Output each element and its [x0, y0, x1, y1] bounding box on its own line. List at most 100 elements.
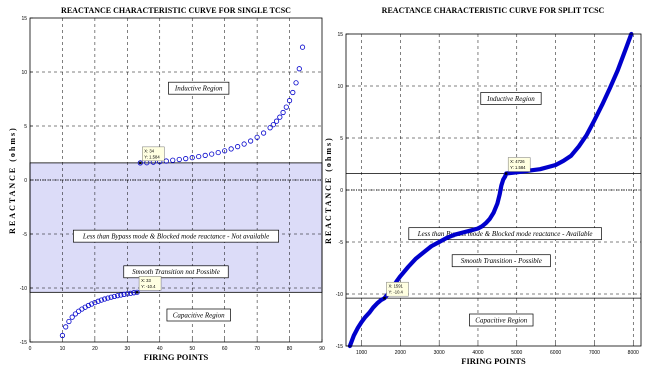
y-tick-label: 5: [340, 136, 343, 142]
y-tick-label: 15: [337, 32, 343, 38]
data-point: [111, 293, 117, 300]
region-label-box: [469, 313, 534, 327]
data-point: [95, 298, 101, 304]
region-label: Inductive Region: [486, 95, 535, 103]
y-axis-label: REACTANCE (ohms): [324, 136, 333, 244]
x-tick-label: 90: [319, 346, 325, 352]
chart-title: REACTANCE CHARACTERISTIC CURVE FOR SPLIT…: [382, 6, 605, 15]
x-tick-label: 1000: [356, 350, 367, 356]
region-label-box: [166, 308, 231, 322]
series-line: [347, 31, 634, 349]
data-point: [248, 138, 254, 144]
x-axis-label: FIRING POINTS: [461, 356, 526, 366]
data-point: [215, 149, 221, 156]
data-point: [69, 314, 75, 320]
data-point: [196, 153, 202, 160]
data-point: [98, 297, 104, 303]
region-label-box: [123, 265, 229, 279]
data-point: [280, 109, 286, 116]
data-point: [286, 98, 293, 104]
x-tick-label: 40: [157, 346, 163, 352]
region-label: Smooth Transition - Possible: [461, 257, 542, 265]
x-tick-label: 7000: [589, 350, 600, 356]
data-point: [134, 289, 140, 295]
data-point: [183, 156, 189, 162]
data-point: [202, 152, 208, 158]
datatip-y: Y: -10.4: [388, 290, 403, 295]
y-tick-label: -10: [20, 286, 27, 292]
region-label: Inductive Region: [174, 85, 223, 93]
y-tick-label: 15: [21, 16, 27, 22]
data-point: [290, 89, 296, 96]
data-point: [124, 291, 130, 297]
data-point: [222, 148, 228, 154]
x-tick-label: 30: [125, 346, 131, 352]
chart-title: REACTANCE CHARACTERISTIC CURVE FOR SINGL…: [61, 6, 291, 15]
x-tick-label: 8000: [628, 350, 639, 356]
y-tick-label: 0: [24, 178, 27, 184]
y-tick-label: 10: [337, 84, 343, 90]
x-tick-label: 10: [60, 346, 66, 352]
datatip-marker: [135, 291, 139, 294]
datatip-box: [507, 157, 531, 172]
x-tick-label: 5000: [511, 350, 522, 356]
x-tick-label: 60: [222, 346, 228, 352]
region-label: Less than Bypass mode & Blocked mode rea…: [82, 233, 269, 241]
region-label-box: [72, 229, 280, 243]
data-point: [293, 80, 299, 86]
y-tick-label: -15: [20, 340, 27, 346]
y-tick-label: -5: [23, 232, 28, 238]
region-label: Capacitive Region: [173, 311, 225, 319]
y-tick-label: -5: [339, 240, 344, 246]
x-tick-label: 6000: [550, 350, 561, 356]
data-point: [59, 332, 66, 339]
y-tick-label: -15: [336, 344, 343, 350]
y-tick-label: 5: [24, 124, 27, 130]
data-point: [277, 114, 283, 120]
data-point: [121, 291, 127, 297]
data-point: [254, 134, 260, 140]
datatip-marker: [383, 296, 386, 300]
x-axis-label: FIRING POINTS: [144, 352, 209, 362]
data-point: [170, 157, 176, 163]
data-point: [209, 151, 215, 157]
data-point: [137, 160, 143, 166]
data-point: [273, 118, 280, 124]
y-tick-label: 0: [340, 188, 343, 194]
datatip-box: [138, 276, 162, 291]
data-point: [72, 311, 79, 317]
x-tick-label: 50: [189, 346, 195, 352]
datatip-y: Y: 1.584: [144, 154, 160, 159]
region-label: Less than Bypass mode & Blocked mode rea…: [417, 230, 593, 238]
chart-panel-2: REACTANCE CHARACTERISTIC CURVE FOR SPLIT…: [324, 6, 642, 366]
data-point: [228, 146, 234, 152]
data-point: [89, 301, 95, 307]
data-point: [241, 141, 247, 147]
y-axis-label: REACTANCE (ohms): [8, 126, 17, 234]
data-point: [108, 294, 114, 300]
x-tick-label: 0: [29, 346, 32, 352]
datatip-marker: [139, 161, 142, 165]
data-point: [85, 302, 92, 309]
x-tick-label: 4000: [472, 350, 483, 356]
data-point: [299, 44, 306, 50]
x-tick-label: 80: [287, 346, 293, 352]
region-label-box: [168, 81, 230, 95]
data-point: [296, 66, 302, 72]
region-label: Smooth Transition not Possible: [132, 268, 220, 276]
data-point: [189, 155, 195, 161]
y-tick-label: -10: [336, 292, 343, 298]
x-tick-label: 70: [254, 346, 260, 352]
datatip-x: X: 33: [141, 278, 151, 283]
data-point: [260, 130, 267, 136]
region-label: Capacitive Region: [475, 316, 527, 324]
datatip-x: X: 4726: [510, 159, 525, 164]
region-label-box: [408, 227, 602, 241]
data-point: [267, 125, 273, 131]
x-tick-label: 20: [92, 346, 98, 352]
chart-panel-1: REACTANCE CHARACTERISTIC CURVE FOR SINGL…: [8, 6, 325, 362]
data-point: [283, 104, 289, 110]
datatip-y: Y: -10.4: [141, 284, 156, 289]
data-point: [176, 156, 182, 163]
